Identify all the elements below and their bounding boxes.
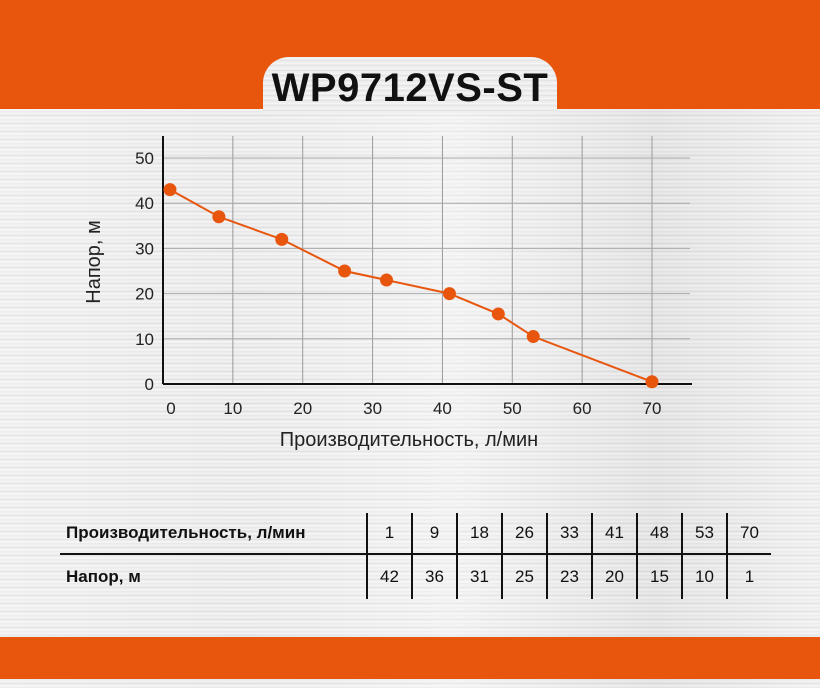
table-cell: 36 bbox=[411, 554, 457, 599]
x-tick-labels: 0 10 20 30 40 50 60 70 bbox=[166, 399, 661, 418]
x-tick-label: 50 bbox=[503, 399, 522, 418]
table-cell: 15 bbox=[636, 554, 682, 599]
table-cell: 41 bbox=[591, 513, 637, 555]
data-points bbox=[163, 183, 659, 389]
table-cell: 18 bbox=[456, 513, 502, 555]
table-cell: 25 bbox=[501, 554, 547, 599]
x-tick-label: 10 bbox=[223, 399, 242, 418]
table-cell: 26 bbox=[501, 513, 547, 555]
data-point-marker bbox=[645, 375, 659, 389]
y-tick-labels: 0 10 20 30 40 50 bbox=[135, 149, 154, 394]
x-tick-label: 20 bbox=[293, 399, 312, 418]
table-row-flow: Производительность, л/мин 1 9 18 26 33 4… bbox=[60, 513, 771, 555]
data-point-marker bbox=[338, 264, 352, 278]
row-label-head: Напор, м bbox=[66, 567, 141, 586]
title-tab bbox=[263, 57, 557, 113]
y-tick-label: 20 bbox=[135, 285, 154, 304]
table-cell: 9 bbox=[411, 513, 457, 555]
chart-axes bbox=[162, 136, 692, 385]
x-tick-label: 60 bbox=[573, 399, 592, 418]
table-cell: 31 bbox=[456, 554, 502, 599]
table-cell: 20 bbox=[591, 554, 637, 599]
bottom-orange-band bbox=[0, 637, 820, 679]
table-cell: 33 bbox=[546, 513, 592, 555]
y-tick-label: 30 bbox=[135, 239, 154, 258]
table-cell: 1 bbox=[726, 554, 771, 599]
pump-curve-chart: 0 10 20 30 40 50 0 10 20 30 40 50 60 70 Производител… bbox=[83, 136, 692, 451]
x-tick-label: 0 bbox=[166, 399, 175, 418]
y-axis-label: Напор, м bbox=[83, 220, 105, 304]
row-label-flow: Производительность, л/мин bbox=[60, 513, 367, 555]
y-tick-label: 10 bbox=[135, 330, 154, 349]
table-cell: 42 bbox=[366, 554, 412, 599]
x-tick-label: 40 bbox=[433, 399, 452, 418]
data-point-marker bbox=[275, 232, 289, 246]
data-point-marker bbox=[442, 287, 456, 301]
table-cell: 23 bbox=[546, 554, 592, 599]
x-tick-label: 30 bbox=[363, 399, 382, 418]
table-cell: 1 bbox=[366, 513, 412, 555]
table-cell: 70 bbox=[726, 513, 771, 555]
data-point-marker bbox=[491, 307, 505, 321]
table-row-head: Напор, м 42 36 31 25 23 20 15 10 1 bbox=[60, 554, 771, 599]
data-point-marker bbox=[380, 273, 394, 287]
table-cell: 48 bbox=[636, 513, 682, 555]
head-curve-line bbox=[169, 188, 653, 383]
y-tick-label: 40 bbox=[135, 194, 154, 213]
y-tick-label: 50 bbox=[135, 149, 154, 168]
data-point-marker bbox=[163, 183, 177, 197]
table-cell: 10 bbox=[681, 554, 727, 599]
chart-grid bbox=[163, 136, 690, 384]
performance-table: Производительность, л/мин 1 9 18 26 33 4… bbox=[60, 513, 771, 599]
y-tick-label: 0 bbox=[145, 375, 154, 394]
data-point-marker bbox=[526, 330, 540, 344]
x-axis-label: Производительность, л/мин bbox=[280, 429, 538, 451]
table-cell: 53 bbox=[681, 513, 727, 555]
page-title: WP9712VS-ST bbox=[271, 66, 549, 110]
data-point-marker bbox=[212, 210, 226, 224]
x-tick-label: 70 bbox=[643, 399, 662, 418]
